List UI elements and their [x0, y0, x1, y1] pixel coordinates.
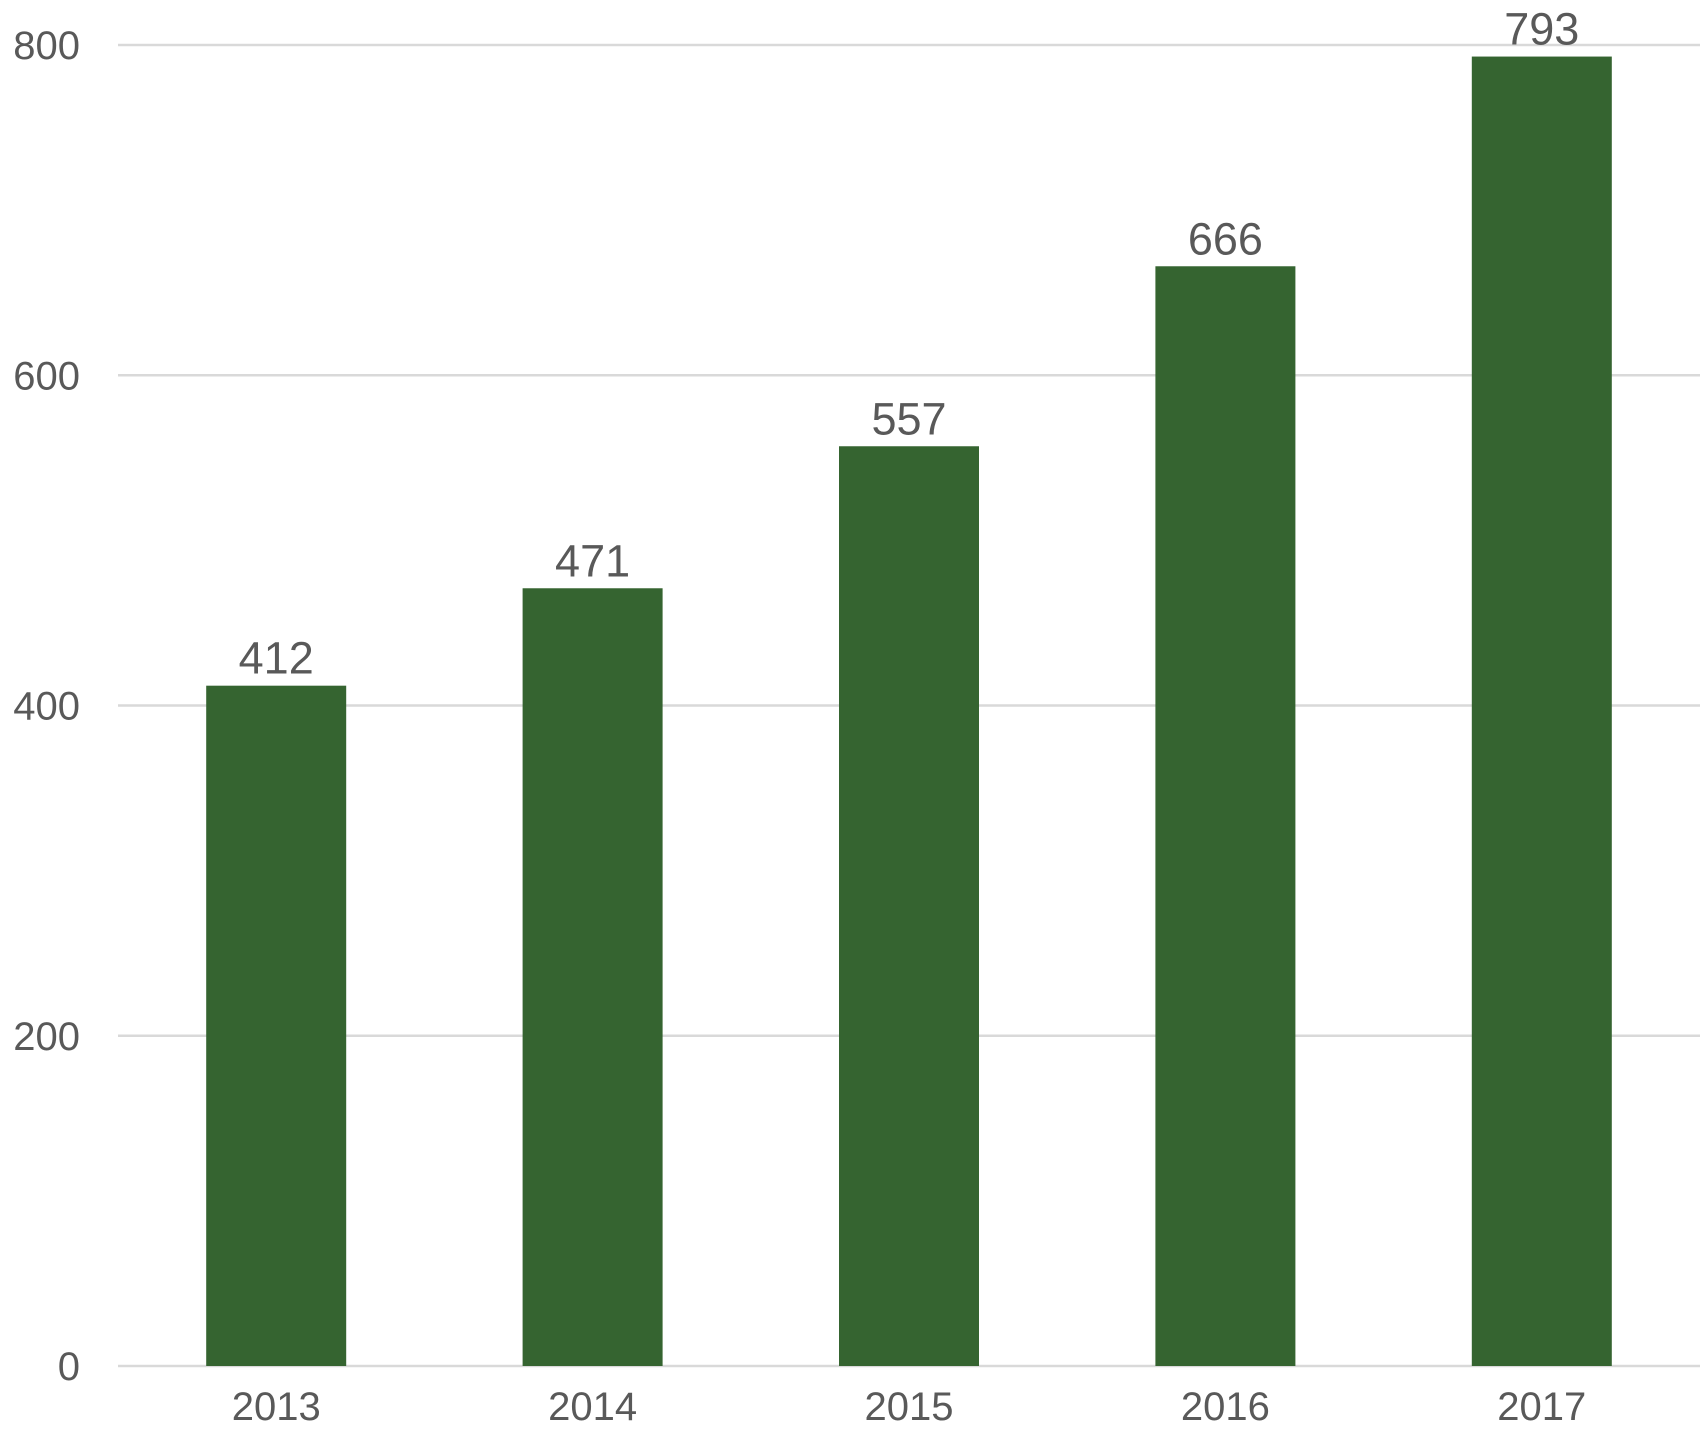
x-axis-ticks: 2013 2014 2015 2016 2017 [232, 1385, 1587, 1429]
data-label: 471 [555, 535, 630, 586]
y-tick-label: 200 [13, 1015, 80, 1059]
bar-2017 [1471, 56, 1612, 1367]
x-tick-label: 2013 [232, 1385, 321, 1428]
x-tick-label: 2016 [1181, 1385, 1270, 1428]
bar-2016 [1155, 266, 1296, 1367]
bars [206, 56, 1612, 1367]
bar-2014 [522, 588, 663, 1366]
data-label: 412 [239, 633, 314, 684]
y-tick-label: 0 [58, 1345, 80, 1389]
data-label: 793 [1504, 4, 1579, 55]
y-tick-label: 600 [13, 354, 80, 398]
y-tick-label: 400 [13, 685, 80, 729]
x-tick-label: 2017 [1497, 1385, 1586, 1428]
x-tick-label: 2015 [865, 1385, 954, 1428]
data-label: 557 [871, 393, 946, 444]
y-axis-ticks: 0 200 400 600 800 [13, 24, 80, 1389]
x-tick-label: 2014 [548, 1385, 637, 1428]
bar-2013 [206, 685, 347, 1366]
data-labels: 412 471 557 666 793 [239, 4, 1580, 684]
y-tick-label: 800 [13, 24, 80, 68]
bar-2015 [839, 446, 979, 1366]
data-label: 666 [1188, 213, 1263, 264]
